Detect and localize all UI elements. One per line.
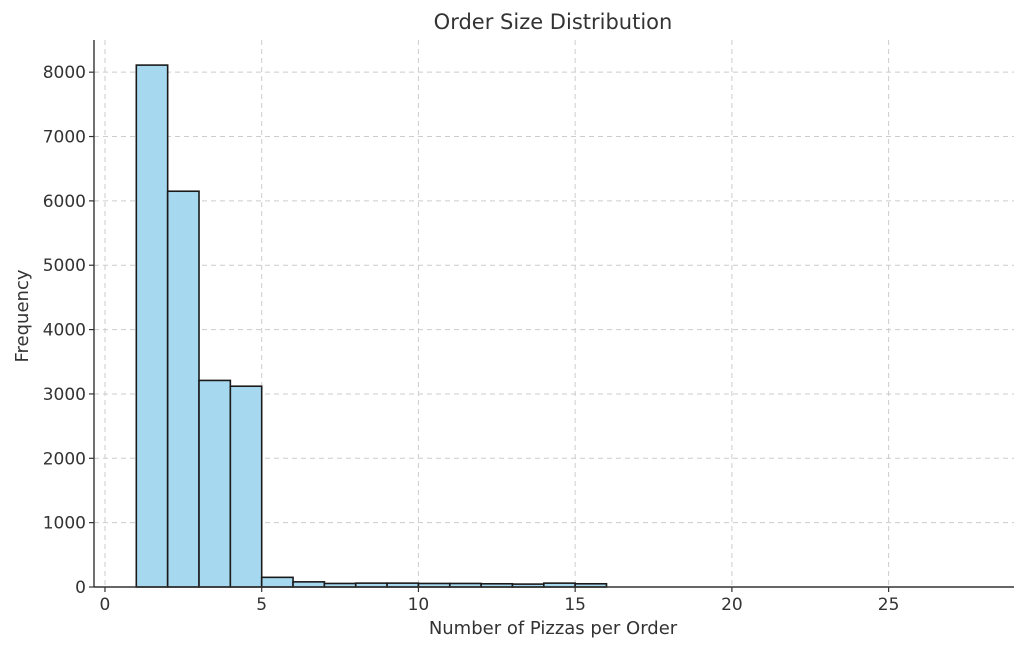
histogram-bar <box>198 379 232 588</box>
x-tick-label: 0 <box>100 595 111 615</box>
x-tick-label: 20 <box>721 595 743 615</box>
histogram-bars <box>135 64 608 588</box>
axes <box>89 40 1014 592</box>
y-tick-label: 1000 <box>43 514 86 534</box>
y-tick-label: 6000 <box>43 192 86 212</box>
y-axis-title: Frequency <box>12 269 33 362</box>
x-tick-label: 15 <box>564 595 586 615</box>
y-tick-label: 0 <box>75 578 86 598</box>
y-tick-label: 2000 <box>43 449 86 469</box>
histogram-bar <box>135 64 169 588</box>
x-axis-title: Number of Pizzas per Order <box>429 618 678 639</box>
y-tick-label: 8000 <box>43 63 86 83</box>
histogram-bar <box>166 190 200 588</box>
y-tick-label: 7000 <box>43 128 86 148</box>
histogram-bar <box>292 581 326 588</box>
x-tick-label: 10 <box>408 595 430 615</box>
x-tick-label: 25 <box>878 595 900 615</box>
y-tick-label: 3000 <box>43 385 86 405</box>
histogram-bar <box>229 385 263 588</box>
histogram-bar <box>260 576 294 588</box>
x-tick-label: 5 <box>256 595 267 615</box>
chart-title: Order Size Distribution <box>434 10 673 34</box>
tick-labels: 0 5 10 15 20 25 0 1000 2000 3000 4000 5000 6000 7000 8… <box>43 63 900 615</box>
y-tick-label: 5000 <box>43 256 86 276</box>
y-tick-label: 4000 <box>43 321 86 341</box>
